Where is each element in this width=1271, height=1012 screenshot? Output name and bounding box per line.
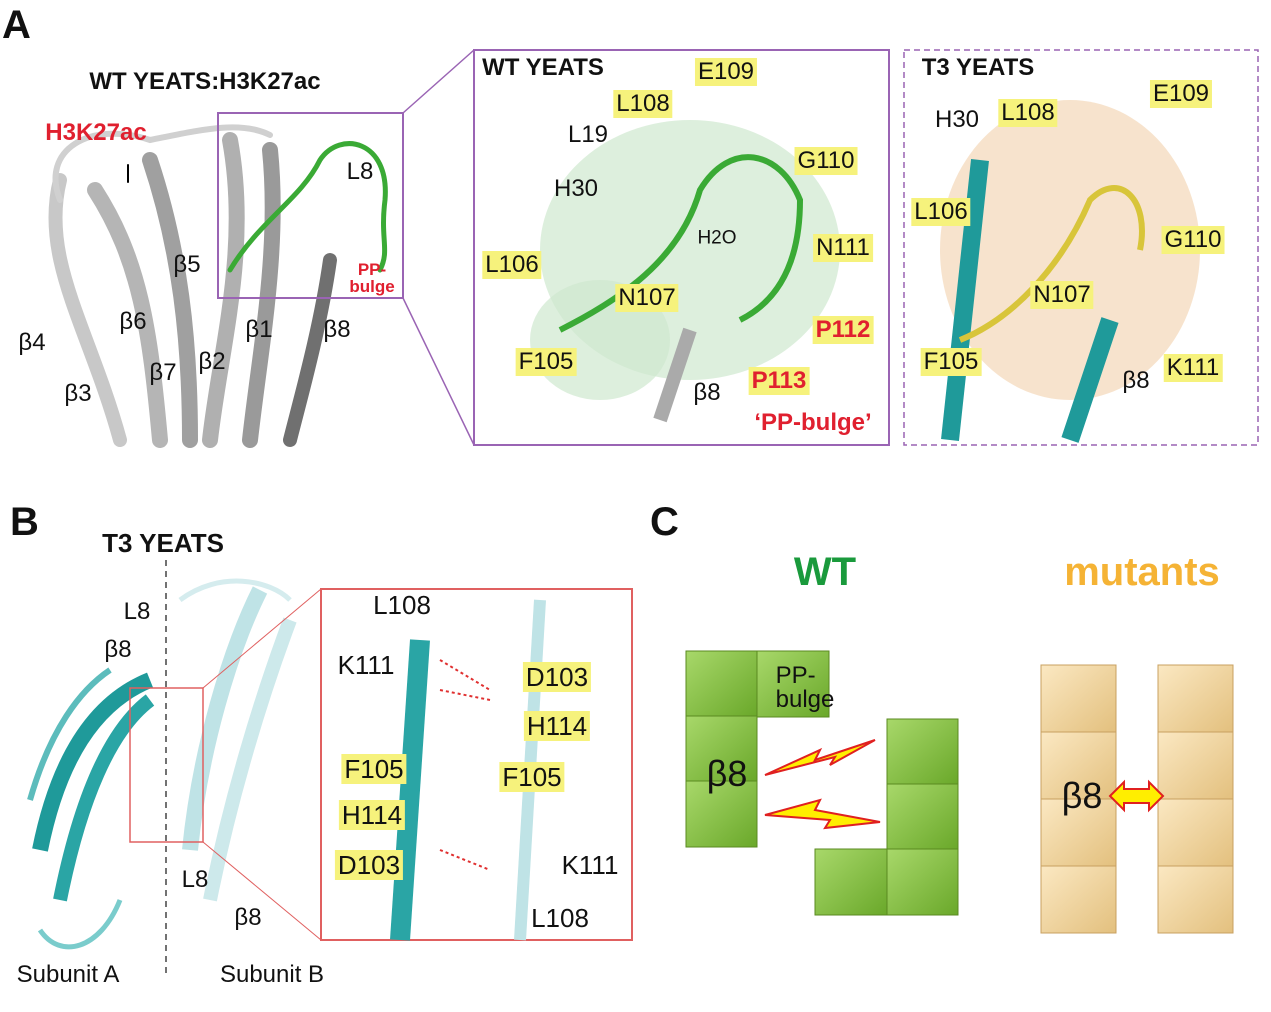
wt-residue-n111: N111 — [813, 234, 873, 262]
b-residue-d103-left: D103 — [334, 850, 404, 880]
panel-label-a: A — [2, 3, 31, 47]
wt-residue-l106: L106 — [482, 251, 542, 279]
t3-residue-k111: K111 — [1163, 354, 1223, 382]
b-label-k111-top: K111 — [337, 650, 395, 680]
panel-label-b: B — [10, 500, 39, 544]
subunit-a-label: Subunit A — [16, 961, 120, 988]
panel-label-c: C — [650, 500, 679, 544]
t3-residue-n107: N107 — [1030, 281, 1094, 309]
h3k27ac-label: H3K27ac — [45, 119, 147, 146]
t3-yeats-title: T3 YEATS — [102, 528, 224, 558]
label-b3: β3 — [64, 380, 92, 407]
t3-label-b8: β8 — [1122, 367, 1150, 394]
zoom-region-box — [217, 112, 404, 299]
wt-label-h30: H30 — [553, 175, 599, 202]
t3-residue-f105: F105 — [920, 348, 982, 376]
b-label-b8-b: β8 — [234, 904, 262, 931]
t3-zoom-title: T3 YEATS — [921, 54, 1035, 81]
label-b5: β5 — [173, 251, 201, 278]
b-residue-h114-right: H114 — [523, 711, 591, 741]
mutants-title: mutants — [1064, 550, 1220, 594]
subunit-b-structure — [178, 578, 297, 902]
wt-residue-f105: F105 — [515, 348, 577, 376]
repulsion-bolt-icon — [764, 739, 881, 830]
wt-label-l19: L19 — [567, 121, 609, 148]
wt-residue-p113: P113 — [748, 367, 810, 395]
wt-title: WT — [793, 550, 857, 594]
subunit-b-label: Subunit B — [219, 961, 325, 988]
label-b7: β7 — [149, 359, 177, 386]
t3-label-h30: H30 — [934, 106, 980, 133]
t3-residue-e109: E109 — [1149, 80, 1213, 108]
b-label-k111-bottom: K111 — [561, 850, 619, 880]
interface-box — [129, 687, 204, 843]
wt-blocks — [685, 650, 959, 916]
wt-residue-p112: P112 — [812, 316, 874, 344]
c-pp-bulge-label: PP- bulge — [775, 662, 835, 713]
b-label-l8-b: L8 — [181, 866, 209, 893]
b-residue-f105-left: F105 — [341, 754, 407, 784]
double-arrow-icon — [1108, 779, 1165, 813]
label-b8: β8 — [323, 316, 351, 343]
t3-residue-l106: L106 — [911, 198, 971, 226]
c-beta8-wt: β8 — [706, 753, 748, 794]
subunit-a-structure — [27, 667, 155, 950]
wt-label-water: H2O — [697, 227, 737, 249]
b-residue-h114-left: H114 — [338, 800, 406, 830]
wt-residue-e109: E109 — [694, 58, 758, 86]
b-label-l8-a: L8 — [123, 598, 151, 625]
wt-zoom-title: WT YEATS — [482, 54, 604, 81]
b-label-b8-a: β8 — [104, 636, 132, 663]
wt-residue-g110: G110 — [794, 147, 858, 175]
b-label-l108-bottom: L108 — [531, 903, 589, 933]
wt-overview-title: WT YEATS:H3K27ac — [89, 68, 321, 95]
pp-bulge-label: PP- bulge — [349, 260, 395, 296]
t3-residue-l108: L108 — [998, 99, 1058, 127]
t3-residue-g110: G110 — [1161, 226, 1225, 254]
mutant-blocks — [1040, 664, 1234, 934]
wt-residue-l108: L108 — [613, 90, 673, 118]
b-residue-d103-right: D103 — [522, 662, 592, 692]
b-residue-f105-right: F105 — [499, 762, 565, 792]
c-beta8-mutant: β8 — [1061, 775, 1103, 816]
label-b1: β1 — [245, 316, 273, 343]
t3-surface — [940, 100, 1200, 443]
label-b6: β6 — [119, 308, 147, 335]
wt-yeats-overview-structure — [48, 124, 388, 448]
wt-pp-bulge-label: ‘PP-bulge’ — [754, 409, 872, 436]
label-l8: L8 — [346, 158, 374, 185]
wt-residue-n107: N107 — [615, 284, 679, 312]
label-b2: β2 — [198, 348, 226, 375]
b-label-l108-top: L108 — [373, 590, 431, 620]
wt-label-b8: β8 — [693, 379, 721, 406]
label-b4: β4 — [18, 329, 46, 356]
